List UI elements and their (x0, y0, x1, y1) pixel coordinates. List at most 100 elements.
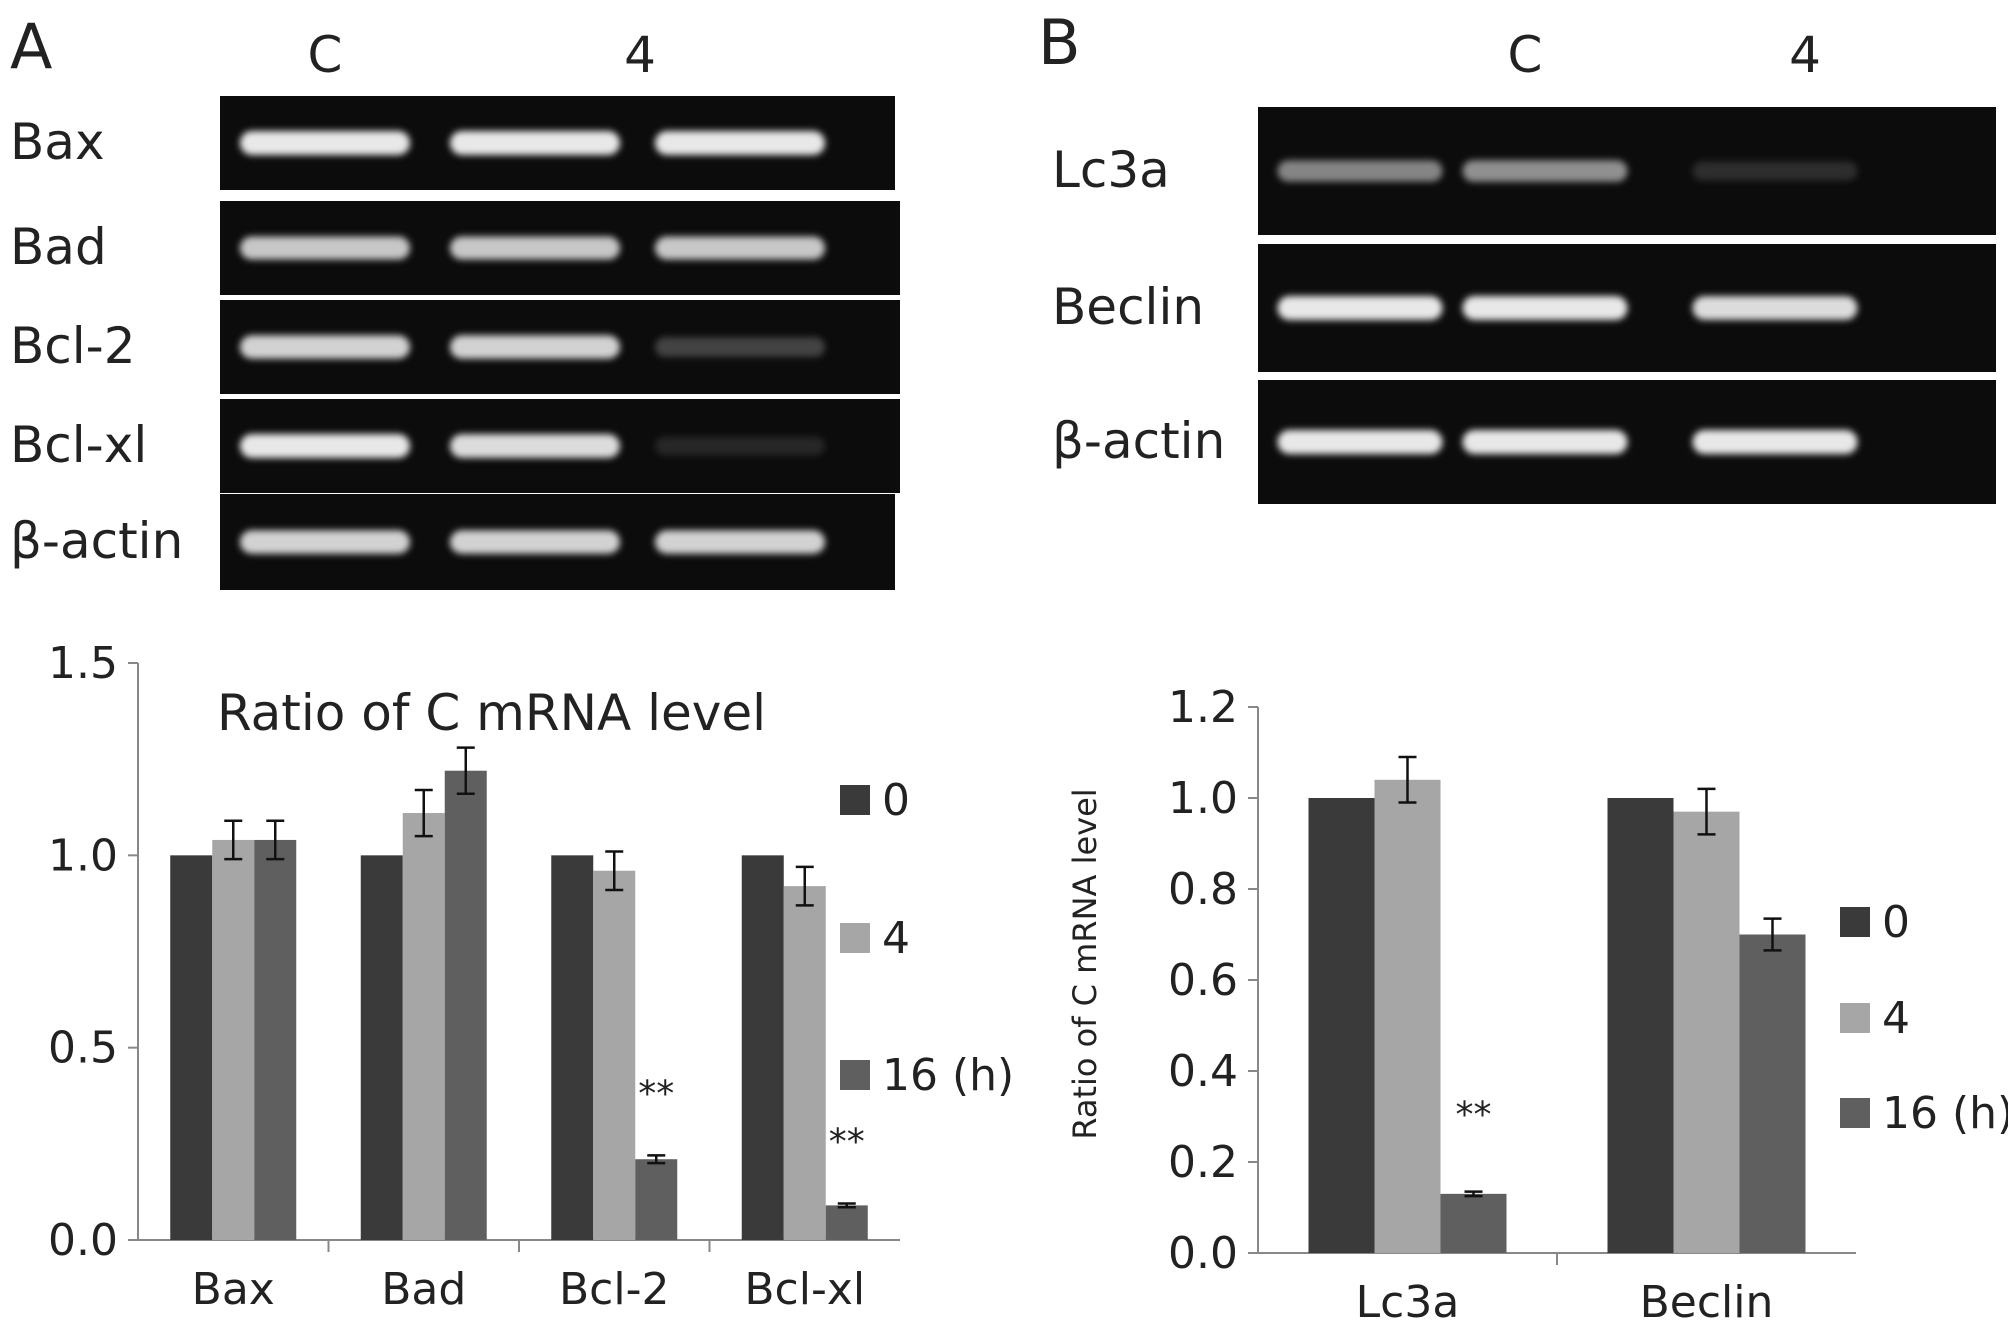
panel-b-gel-band (1277, 296, 1443, 320)
chart-b: Ratio of C mRNA level 0.0 0.2 0.4 0.6 0.8 1.0… (1066, 682, 2008, 1328)
chart-b-y-tick-label: 0.4 (1168, 1046, 1238, 1097)
chart-b-legend-swatch (1840, 1098, 1870, 1128)
chart-a-category-label: Bad (381, 1264, 466, 1315)
panel-a-gel-row-label: Bad (10, 218, 107, 276)
panel-a-gel-row: Bad (10, 201, 900, 295)
chart-a-bar-bax-s2 (254, 839, 297, 1240)
panel-b-gel-band (1462, 160, 1628, 182)
chart-b-y-tick-label: 1.2 (1168, 682, 1238, 733)
panel-b-gel-row: Beclin (1052, 244, 1996, 372)
panel-b-gel-row-label: β-actin (1052, 412, 1225, 470)
panel-a-gel-band (240, 530, 410, 554)
chart-b-y-tick-label: 0.6 (1168, 955, 1238, 1006)
chart-a-bar-bcl-2-s1 (593, 870, 636, 1240)
panel-a-gel-band (655, 337, 825, 357)
chart-b-y-tick-label: 0.2 (1168, 1137, 1238, 1188)
chart-a-title: Ratio of C mRNA level (217, 684, 766, 742)
chart-b-y-tick-label: 1.0 (1168, 773, 1238, 824)
chart-b-bar-beclin-s0 (1607, 798, 1674, 1253)
chart-b-category-label: Lc3a (1356, 1277, 1460, 1328)
panel-a-gel-row-label: β-actin (10, 512, 183, 570)
chart-a-y-tick-label: 0.0 (48, 1215, 118, 1266)
panel-a-gel-band (655, 436, 825, 456)
chart-a-bar-bcl-2-s2 (635, 1159, 678, 1240)
panel-b-gel-band (1692, 296, 1858, 320)
chart-a-legend-label: 0 (882, 775, 910, 826)
chart-a-significance-mark: ** (829, 1121, 865, 1162)
panel-b-gel-band (1462, 430, 1628, 454)
chart-a-category-label: Bax (192, 1264, 275, 1315)
chart-a-legend-label: 16 (h) (882, 1050, 1014, 1101)
panel-a-gel-band (450, 236, 620, 260)
panel-b-gel-band (1277, 160, 1443, 182)
chart-b-bar-beclin-s1 (1673, 811, 1740, 1253)
panel-a-gel-band (450, 530, 620, 554)
panel-a-gel-row: Bax (10, 96, 895, 190)
chart-b-significance-mark: ** (1456, 1095, 1492, 1136)
chart-a-bar-bcl-2-s0 (551, 855, 594, 1240)
panel-b-lane-header-c: C (1508, 26, 1543, 84)
chart-b-y-axis-label: Ratio of C mRNA level (1066, 788, 1104, 1139)
chart-b-legend-label: 0 (1882, 897, 1910, 948)
panel-a-gel: A C 4 Bax Bad Bcl-2 Bcl-xl β-actin (10, 10, 900, 590)
chart-a-bar-bcl-xl-s0 (741, 855, 784, 1240)
panel-b-gel-row: β-actin (1052, 380, 1996, 504)
panel-a-gel-band (450, 335, 620, 359)
chart-a-bar-bax-s1 (212, 839, 255, 1240)
panel-b-gel-row-label: Beclin (1052, 278, 1204, 336)
chart-b-legend-swatch (1840, 1003, 1870, 1033)
chart-a-y-tick-label: 1.5 (48, 638, 118, 689)
panel-a-gel-row: Bcl-2 (10, 300, 900, 394)
panel-a-gel-band (450, 434, 620, 458)
panel-a-gel-row-label: Bcl-xl (10, 416, 147, 474)
chart-b-bar-lc3a-s1 (1374, 779, 1441, 1253)
panel-a-gel-band (240, 236, 410, 260)
chart-b-legend-swatch (1840, 907, 1870, 937)
chart-a: Ratio of C mRNA level 0.0 0.5 1.0 1.5 Bax Bad… (48, 638, 1014, 1315)
chart-a-bar-bax-s0 (170, 855, 213, 1240)
panel-b-gel-row-label: Lc3a (1052, 141, 1170, 199)
panel-b-gel: B C 4 Lc3a Beclin β-actin (1038, 6, 1996, 504)
chart-a-legend-swatch (840, 923, 870, 953)
panel-b-gel-band (1277, 430, 1443, 454)
chart-a-legend-swatch (840, 785, 870, 815)
chart-a-y-tick-label: 1.0 (48, 830, 118, 881)
chart-b-y-tick-label: 0.0 (1168, 1228, 1238, 1279)
panel-a-gel-band (655, 236, 825, 260)
panel-b-gel-row: Lc3a (1052, 107, 1996, 235)
chart-b-bar-lc3a-s2 (1440, 1193, 1507, 1253)
chart-b-category-label: Beclin (1640, 1277, 1774, 1328)
panel-a-gel-band (240, 335, 410, 359)
panel-b-lane-header-4: 4 (1789, 26, 1821, 84)
panel-a-gel-row: β-actin (10, 494, 895, 590)
chart-a-bar-bcl-xl-s2 (825, 1205, 868, 1240)
panel-a-gel-band (240, 434, 410, 458)
chart-b-y-tick-label: 0.8 (1168, 864, 1238, 915)
chart-a-bar-bad-s0 (360, 855, 403, 1240)
panel-a-lane-header-4: 4 (624, 26, 656, 84)
chart-a-bar-bad-s1 (402, 813, 445, 1240)
chart-a-significance-mark: ** (638, 1073, 674, 1114)
panel-b-gel-band (1692, 161, 1858, 181)
panel-a-gel-band (450, 131, 620, 155)
chart-a-legend-swatch (840, 1060, 870, 1090)
chart-a-y-tick-label: 0.5 (48, 1023, 118, 1074)
chart-b-bar-beclin-s2 (1739, 934, 1806, 1253)
panel-b-gel-band (1692, 430, 1858, 454)
chart-a-bar-bcl-xl-s1 (783, 886, 826, 1240)
panel-b-letter: B (1038, 6, 1081, 79)
panel-a-lane-header-c: C (308, 26, 343, 84)
panel-a-gel-band (240, 131, 410, 155)
chart-b-legend-label: 4 (1882, 993, 1910, 1044)
panel-b-gel-band (1462, 296, 1628, 320)
chart-a-category-label: Bcl-2 (559, 1264, 669, 1315)
panel-a-gel-band (655, 530, 825, 554)
panel-a-letter: A (10, 10, 52, 83)
panel-a-gel-band (655, 131, 825, 155)
chart-b-legend-label: 16 (h) (1882, 1088, 2008, 1139)
chart-b-bar-lc3a-s0 (1308, 798, 1375, 1253)
chart-a-bar-bad-s2 (444, 770, 487, 1240)
panel-a-gel-row: Bcl-xl (10, 399, 900, 493)
panel-a-gel-row-label: Bax (10, 113, 105, 171)
